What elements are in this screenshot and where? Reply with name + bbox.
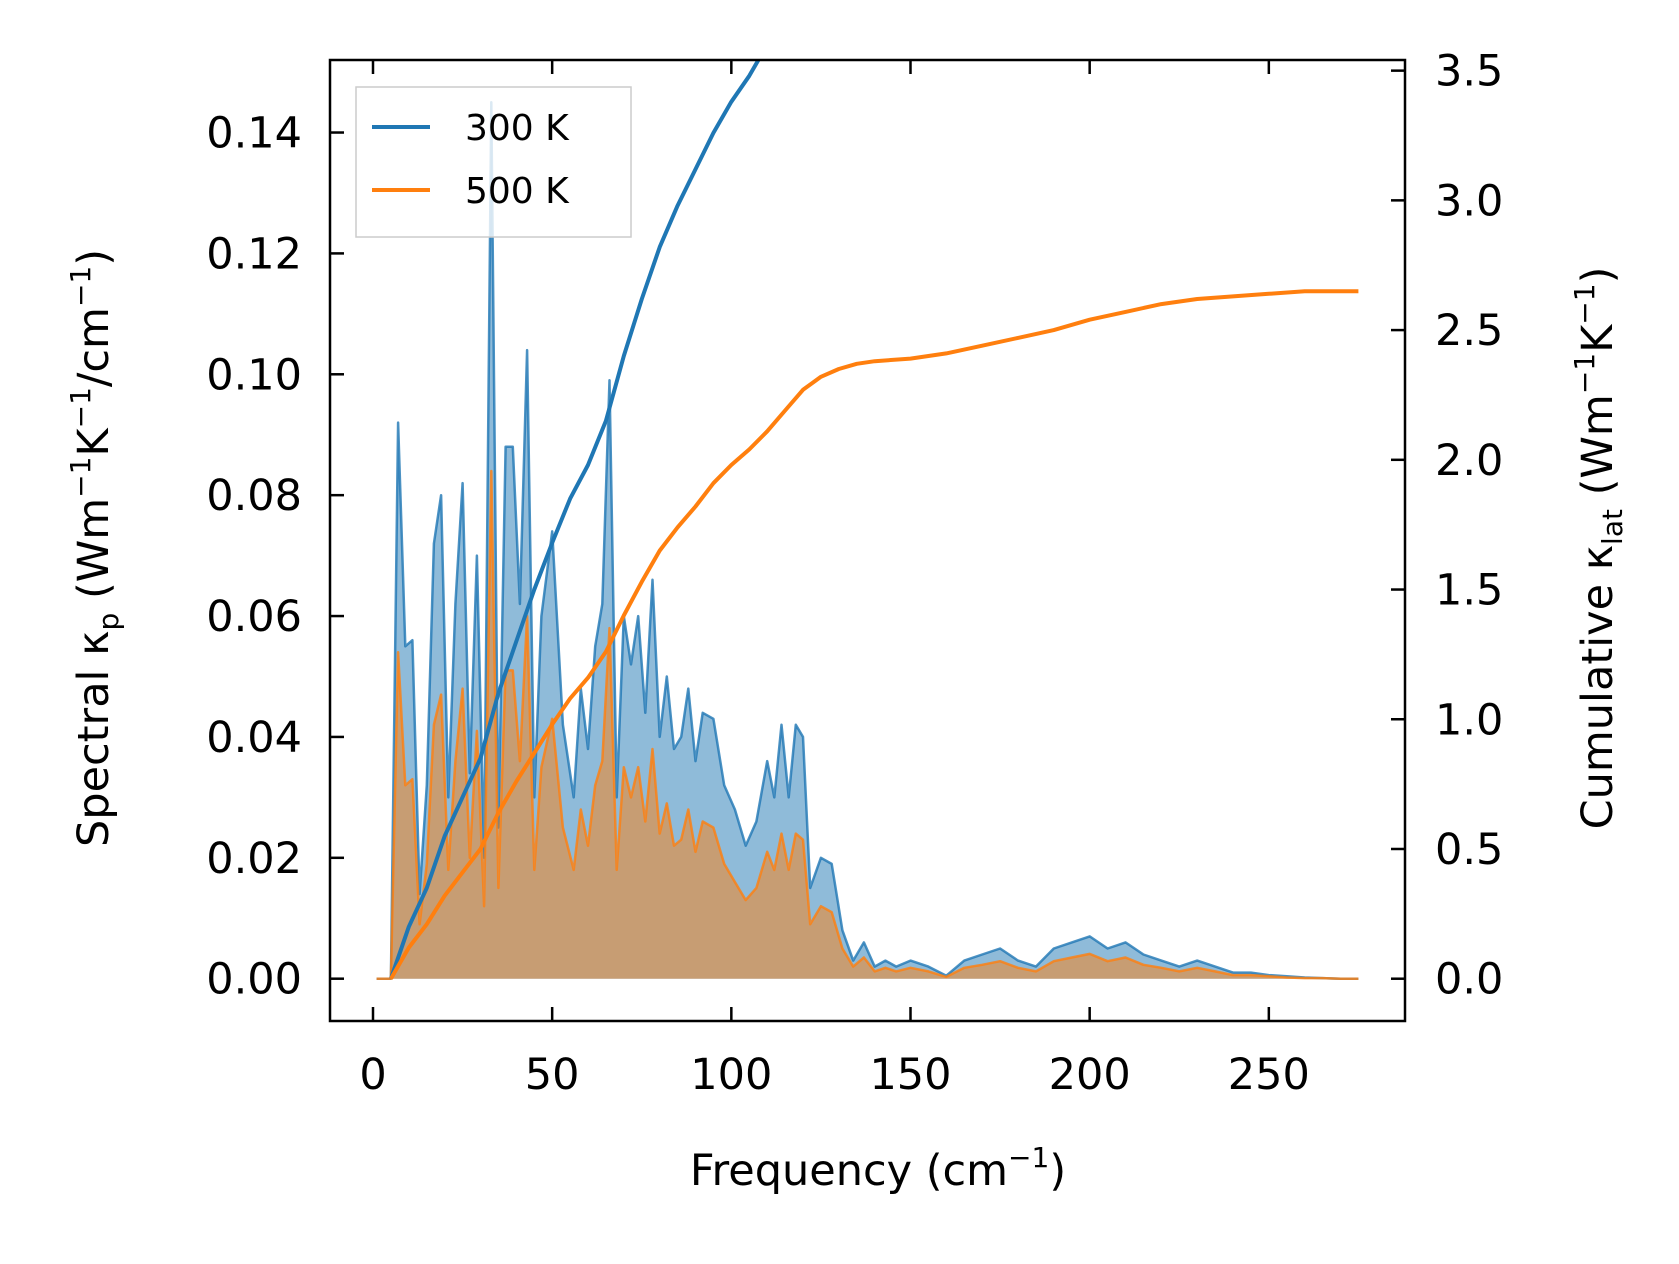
x-tick-label: 250: [1228, 1050, 1310, 1100]
x-tick-label: 150: [869, 1050, 951, 1100]
y-tick-label-right: 2.0: [1435, 436, 1503, 486]
y-tick-label-right: 0.0: [1435, 955, 1503, 1005]
y-tick-label-left: 0.04: [206, 713, 302, 763]
legend-frame: [355, 86, 632, 238]
y-tick-label-right: 2.5: [1435, 306, 1503, 356]
spectral-fill-300k: [376, 102, 1359, 979]
y-tick-label-left: 0.10: [206, 350, 302, 400]
cumulative-line-300k: [389, 60, 761, 980]
x-tick-label: 100: [690, 1050, 772, 1100]
legend-label-300k: 300 K: [465, 108, 570, 149]
y-tick-label-left: 0.02: [206, 834, 302, 884]
spectral-line-500k: [376, 469, 1359, 980]
axes: 0 50 100 150 200 250 0.00 0.02 0.04 0.06 0.08 0.10 0…: [206, 47, 1503, 1100]
spectral-fill-500k: [376, 471, 1359, 979]
y-tick-label-left: 0.12: [206, 229, 302, 279]
y-tick-label-right: 1.5: [1435, 566, 1503, 616]
y-tick-label-right: 3.5: [1435, 47, 1503, 97]
y-tick-label-right: 1.0: [1435, 695, 1503, 745]
x-axis-label: Frequency (cm−1): [690, 1141, 1066, 1196]
y-tick-label-left: 0.08: [206, 471, 302, 521]
legend: 300 K 500 K: [355, 86, 632, 238]
y-tick-label-right: 3.0: [1435, 176, 1503, 226]
y-tick-label-left: 0.06: [206, 592, 302, 642]
legend-label-500k: 500 K: [465, 171, 570, 212]
plot-frame: [328, 58, 1407, 1023]
plot-content: [376, 60, 1359, 980]
x-tick-label: 0: [359, 1050, 386, 1100]
x-tick-label: 50: [525, 1050, 580, 1100]
y-tick-label-left: 0.00: [206, 955, 302, 1005]
y-axis-label-left: Spectral κp (Wm−1K−1/cm−1): [64, 249, 125, 847]
y-tick-label-left: 0.14: [206, 109, 302, 159]
y-tick-label-right: 0.5: [1435, 825, 1503, 875]
x-tick-label: 200: [1049, 1050, 1131, 1100]
y-axis-label-right: Cumulative κlat (Wm−1K−1): [1568, 267, 1629, 830]
cumulative-line-500k: [389, 289, 1359, 980]
plot-area: [376, 60, 1359, 980]
